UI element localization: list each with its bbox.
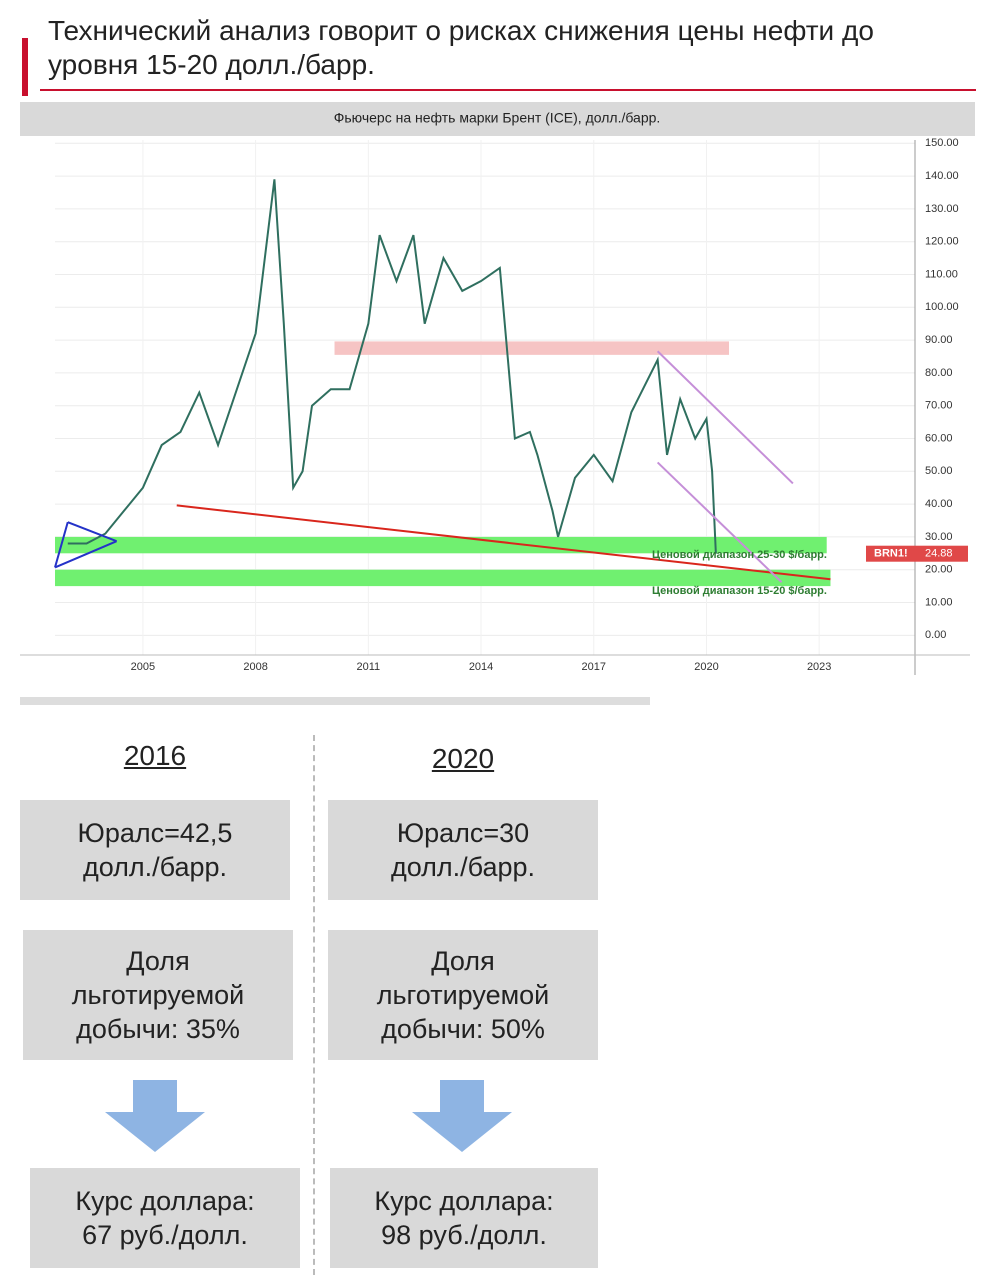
box-line: Доля — [431, 946, 495, 976]
rate-box: Курс доллара: 67 руб./долл. — [30, 1168, 300, 1268]
share-box: Доля льготируемой добычи: 35% — [23, 930, 293, 1060]
down-arrow — [105, 1080, 205, 1152]
box-line: добычи: 50% — [381, 1014, 545, 1044]
chart-title-bar — [20, 102, 975, 136]
y-tick-label: 10.00 — [925, 596, 953, 608]
y-tick-label: 110.00 — [925, 268, 958, 280]
y-tick-label: 150.00 — [925, 137, 959, 149]
rate-box: Курс доллара: 98 руб./долл. — [330, 1168, 598, 1268]
column-year: 2020 — [431, 743, 495, 774]
x-tick-label: 2014 — [469, 661, 493, 673]
price-line — [67, 179, 717, 554]
y-tick-label: 30.00 — [925, 531, 953, 543]
box-line: долл./барр. — [82, 852, 228, 882]
y-tick-label: 60.00 — [925, 432, 953, 444]
chart: Фьючерс на нефть марки Брент (ICE), долл… — [20, 102, 975, 705]
trend-line — [656, 461, 783, 583]
price-band — [334, 341, 730, 355]
title-underline — [40, 89, 976, 91]
slide-title: Технический анализ говорит о рисках сниж… — [48, 15, 874, 80]
arrow — [412, 1080, 512, 1157]
ticker: BRN1! — [874, 548, 908, 560]
box-line: 67 руб./долл. — [82, 1220, 248, 1250]
urals-box: Юралс=30 долл./барр. — [328, 800, 598, 900]
y-tick-label: 20.00 — [925, 564, 953, 576]
last-price: 24.88 — [925, 548, 953, 560]
share-box: Доля льготируемой добычи: 50% — [328, 930, 598, 1060]
y-tick-label: 40.00 — [925, 498, 953, 510]
accent-bar — [22, 38, 28, 96]
price-tag — [866, 545, 968, 562]
box-line: Курс доллара: — [374, 1186, 554, 1216]
x-tick-label: 2008 — [243, 661, 267, 673]
annotation: Ценовой диапазон 25-30 $/барр. — [652, 549, 827, 561]
arrow — [105, 1080, 205, 1157]
box-line: Курс доллара: — [75, 1186, 255, 1216]
y-tick-label: 140.00 — [925, 170, 959, 182]
x-tick-label: 2020 — [694, 661, 718, 673]
x-tick-label: 2023 — [807, 661, 831, 673]
y-tick-label: 0.00 — [925, 629, 946, 641]
trend-line — [176, 504, 831, 581]
box-line: Доля — [126, 946, 190, 976]
price-band — [55, 569, 831, 587]
chart-title: Фьючерс на нефть марки Брент (ICE), долл… — [334, 110, 661, 126]
y-tick-label: 80.00 — [925, 367, 953, 379]
box-line: льготируемой — [376, 980, 550, 1010]
trend-line — [54, 521, 69, 568]
box-line: Юралс=30 — [396, 818, 530, 848]
x-tick-label: 2017 — [582, 661, 606, 673]
trend-line — [54, 540, 118, 569]
annotation: Ценовой диапазон 15-20 $/барр. — [652, 585, 827, 597]
price-band — [55, 536, 827, 554]
divider — [20, 697, 650, 705]
y-tick-label: 100.00 — [925, 301, 959, 313]
box-line: долл./барр. — [390, 852, 536, 882]
down-arrow — [412, 1080, 512, 1152]
y-tick-label: 70.00 — [925, 400, 953, 412]
x-tick-label: 2005 — [131, 661, 155, 673]
y-tick-label: 90.00 — [925, 334, 953, 346]
column-year: 2016 — [123, 740, 187, 771]
y-tick-label: 130.00 — [925, 203, 959, 215]
box-line: 98 руб./долл. — [381, 1220, 547, 1250]
box-line: Юралс=42,5 — [77, 818, 233, 848]
y-tick-label: 50.00 — [925, 465, 953, 477]
urals-box: Юралс=42,5 долл./барр. — [20, 800, 290, 900]
x-tick-label: 2011 — [357, 661, 381, 673]
box-line: льготируемой — [71, 980, 245, 1010]
column-divider — [313, 735, 315, 1275]
trend-line — [656, 350, 794, 485]
box-line: добычи: 35% — [76, 1014, 240, 1044]
trend-line — [67, 521, 117, 543]
y-tick-label: 120.00 — [925, 236, 959, 248]
